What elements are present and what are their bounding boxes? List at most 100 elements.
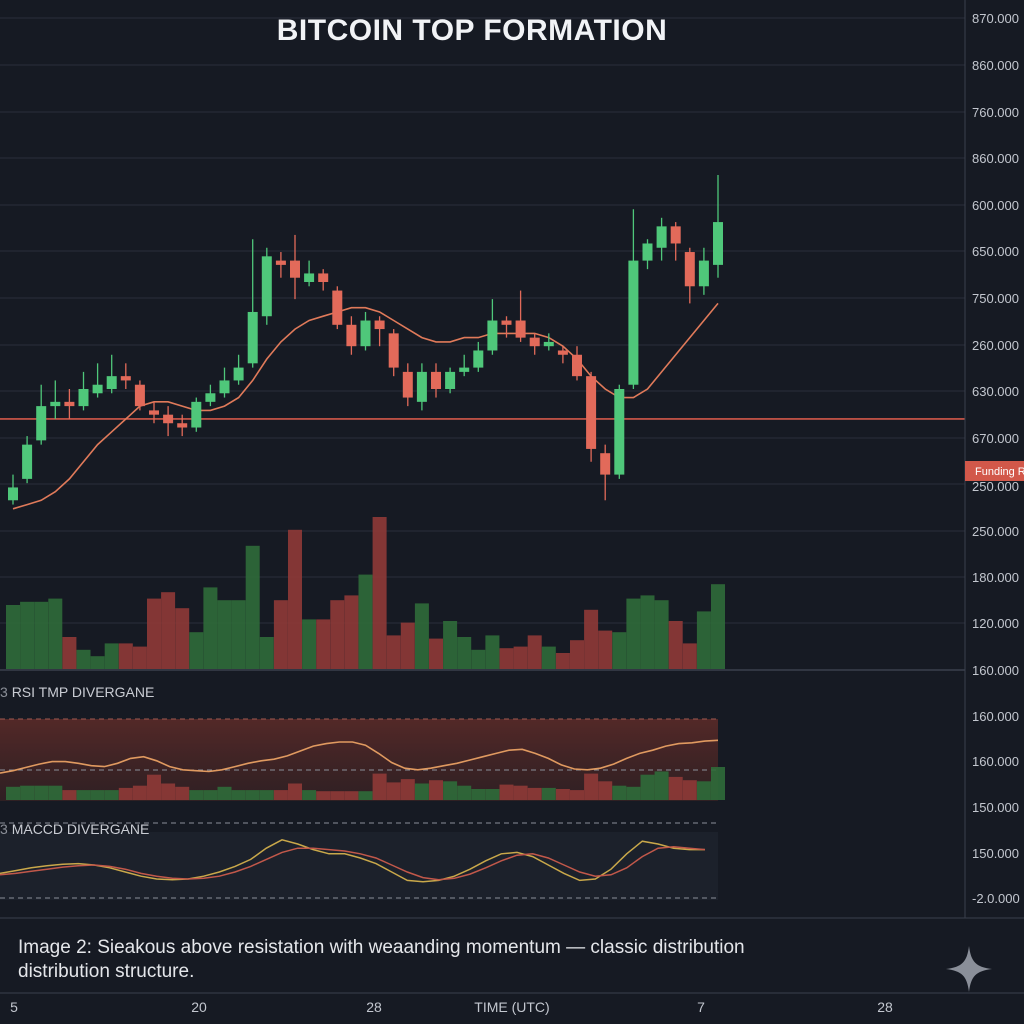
candle-body xyxy=(557,350,568,355)
rsi-volume-bar xyxy=(48,785,63,800)
y-tick-label: 250.000 xyxy=(972,479,1019,494)
rsi-volume-bar xyxy=(372,773,387,800)
candle-body xyxy=(233,367,244,381)
candle xyxy=(191,397,202,432)
candle xyxy=(529,333,540,355)
rsi-volume-bar xyxy=(443,781,458,800)
candle-body xyxy=(64,401,75,407)
macd-label: MACCD DIVERGANE xyxy=(11,821,150,837)
y-axis: 870.000 860.000 760.000 860.000 600.000 650.0… xyxy=(964,0,1024,918)
moving-average-line xyxy=(12,302,719,510)
candle-body xyxy=(374,320,385,330)
candle xyxy=(698,247,709,295)
candle-body xyxy=(304,273,315,282)
candle xyxy=(219,367,230,398)
rsi-volume-bar xyxy=(175,786,190,800)
candle-body xyxy=(346,324,357,347)
rsi-volume-bar xyxy=(485,789,500,800)
volume-bar xyxy=(316,619,331,669)
volume-bar xyxy=(541,646,556,669)
y-tick-label: -2.0.000 xyxy=(972,891,1020,906)
candle-body xyxy=(149,410,159,415)
candle xyxy=(670,222,681,261)
candle-body xyxy=(360,320,371,347)
candle-body xyxy=(388,333,399,368)
candle xyxy=(684,247,695,304)
x-tick-label: 28 xyxy=(366,999,382,1015)
y-tick-label: 150.000 xyxy=(972,800,1019,815)
rsi-volume-bar xyxy=(513,785,528,800)
candle-body xyxy=(332,290,343,325)
y-tick-label: 630.000 xyxy=(972,384,1019,399)
rsi-volume-bar xyxy=(6,786,20,800)
x-tick-label: 28 xyxy=(877,999,893,1015)
rsi-volume-bar xyxy=(457,785,472,800)
candle-body xyxy=(191,401,202,428)
volume-bar xyxy=(48,598,63,669)
volume-bar xyxy=(34,601,49,669)
candle xyxy=(713,175,723,278)
grid-layer xyxy=(0,17,1024,994)
rsi-volume-bar xyxy=(147,774,161,800)
candle-body xyxy=(219,380,230,394)
rsi-volume-bar xyxy=(259,790,274,800)
candle xyxy=(318,269,329,291)
volume-bar xyxy=(90,656,105,669)
candle xyxy=(64,389,75,419)
candle xyxy=(360,311,371,351)
volume-bar xyxy=(696,611,711,669)
rsi-volume-bar xyxy=(76,790,91,800)
candle-body xyxy=(529,337,540,347)
y-tick-label: 160.000 xyxy=(972,754,1019,769)
volume-bar xyxy=(513,646,528,669)
rsi-panel xyxy=(0,718,725,801)
y-tick-label: 160.000 xyxy=(972,709,1019,724)
rsi-volume-bar xyxy=(471,789,486,800)
rsi-volume-bar xyxy=(245,790,260,800)
caption-line-2: distribution structure. xyxy=(18,961,195,982)
volume-bar xyxy=(372,517,387,669)
candle xyxy=(205,384,216,407)
candle-body xyxy=(431,371,441,389)
volume-bar xyxy=(584,609,599,669)
y-tick-label: 870.000 xyxy=(972,11,1019,26)
y-tick-label: 760.000 xyxy=(972,105,1019,120)
candle-body xyxy=(402,371,413,398)
candle xyxy=(332,286,343,330)
y-tick-label: 180.000 xyxy=(972,570,1019,585)
candle xyxy=(586,371,597,462)
rsi-volume-bar xyxy=(626,786,641,800)
candle xyxy=(233,354,244,385)
macd-background xyxy=(0,832,718,900)
rsi-volume-bar xyxy=(104,790,119,800)
volume-bar xyxy=(6,605,20,669)
x-tick-label: 5 xyxy=(10,999,18,1015)
candle-body xyxy=(163,414,174,424)
candle xyxy=(600,444,611,501)
candle xyxy=(416,363,427,411)
volume-bar xyxy=(189,632,204,669)
volume-bar xyxy=(203,587,218,669)
rsi-volume-bar xyxy=(555,789,570,800)
x-tick-label: 20 xyxy=(191,999,207,1015)
y-tick-label: 120.000 xyxy=(972,616,1019,631)
candle-body xyxy=(50,401,61,407)
candle xyxy=(177,414,188,437)
candle-body xyxy=(515,320,526,338)
volume-bar xyxy=(555,653,570,669)
candle-body xyxy=(120,376,131,381)
candle xyxy=(346,316,357,355)
candle-body xyxy=(134,384,145,407)
y-tick-label: 650.000 xyxy=(972,244,1019,259)
candle-body xyxy=(543,341,554,347)
candle xyxy=(374,316,385,347)
candle xyxy=(431,363,441,398)
candle xyxy=(36,384,47,445)
y-tick-label: 260.000 xyxy=(972,338,1019,353)
candle-body xyxy=(92,384,103,394)
rsi-volume-bar xyxy=(499,784,514,800)
price-panel xyxy=(0,175,965,669)
rsi-volume-bar xyxy=(330,791,345,800)
rsi-volume-bar xyxy=(302,790,317,800)
